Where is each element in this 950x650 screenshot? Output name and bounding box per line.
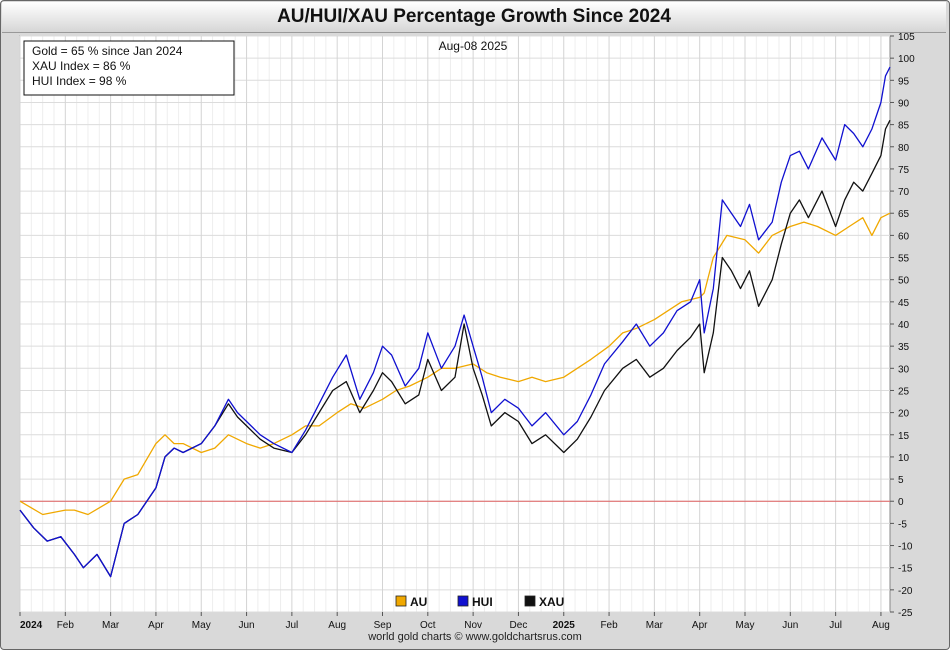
y-tick-label: 85 bbox=[898, 121, 910, 132]
y-tick-label: 70 bbox=[898, 187, 910, 198]
y-tick-label: -10 bbox=[898, 542, 913, 553]
y-tick-label: 65 bbox=[898, 209, 910, 220]
x-tick-label: Feb bbox=[600, 620, 618, 631]
x-tick-label: Dec bbox=[510, 620, 528, 631]
y-tick-label: 80 bbox=[898, 143, 910, 154]
y-tick-label: 55 bbox=[898, 254, 910, 265]
y-tick-label: 0 bbox=[898, 497, 904, 508]
x-tick-label: 2025 bbox=[553, 620, 576, 631]
series-line-au bbox=[19, 212, 891, 516]
legend-label-xau: XAU bbox=[539, 595, 564, 609]
x-tick-label: Jun bbox=[782, 620, 798, 631]
y-tick-label: 10 bbox=[898, 453, 910, 464]
date-label: Aug-08 2025 bbox=[439, 39, 508, 53]
legend-label-au: AU bbox=[410, 595, 427, 609]
legend-swatch-hui bbox=[457, 595, 469, 607]
y-tick-label: 30 bbox=[898, 364, 910, 375]
x-tick-label: Nov bbox=[464, 620, 482, 631]
y-tick-label: 35 bbox=[898, 342, 910, 353]
x-tick-label: Mar bbox=[646, 620, 664, 631]
y-tick-label: 95 bbox=[898, 76, 910, 87]
x-tick-label: Mar bbox=[102, 620, 120, 631]
annotation-line: Gold = 65 % since Jan 2024 bbox=[32, 44, 183, 58]
x-tick-label: Sep bbox=[374, 620, 392, 631]
y-tick-label: 5 bbox=[898, 475, 904, 486]
y-tick-label: 100 bbox=[898, 54, 915, 65]
x-tick-label: Apr bbox=[692, 620, 708, 631]
y-tick-label: 60 bbox=[898, 231, 910, 242]
y-tick-label: 15 bbox=[898, 431, 910, 442]
chart-title: AU/HUI/XAU Percentage Growth Since 2024 bbox=[2, 2, 946, 33]
y-tick-label: -5 bbox=[898, 519, 907, 530]
x-tick-label: Feb bbox=[57, 620, 75, 631]
y-tick-label: 40 bbox=[898, 320, 910, 331]
annotation-line: XAU Index = 86 % bbox=[32, 59, 131, 73]
y-tick-label: 75 bbox=[898, 165, 910, 176]
x-tick-label: Jun bbox=[239, 620, 255, 631]
chart-footer: world gold charts © www.goldchartsrus.co… bbox=[368, 631, 582, 643]
y-tick-label: -15 bbox=[898, 564, 913, 575]
x-tick-label: Aug bbox=[328, 620, 346, 631]
x-tick-label: Jul bbox=[285, 620, 298, 631]
y-tick-label: 90 bbox=[898, 98, 910, 109]
annotation-line: HUI Index = 98 % bbox=[32, 74, 127, 88]
legend-swatch-xau bbox=[524, 595, 536, 607]
annotation-box bbox=[23, 40, 235, 96]
y-tick-label: 50 bbox=[898, 276, 910, 287]
y-tick-label: 20 bbox=[898, 409, 910, 420]
series-line-hui bbox=[19, 66, 891, 578]
legend-swatch-au bbox=[395, 595, 407, 607]
y-tick-label: 45 bbox=[898, 298, 910, 309]
x-tick-label: Oct bbox=[420, 620, 436, 631]
y-tick-label: 25 bbox=[898, 386, 910, 397]
x-tick-label: Apr bbox=[148, 620, 164, 631]
legend-label-hui: HUI bbox=[472, 595, 493, 609]
x-tick-label: May bbox=[192, 620, 211, 631]
x-tick-label: May bbox=[736, 620, 755, 631]
x-tick-label: Jul bbox=[829, 620, 842, 631]
y-tick-label: 105 bbox=[898, 32, 915, 43]
x-tick-label: 2024 bbox=[20, 620, 43, 631]
x-tick-label: Aug bbox=[872, 620, 890, 631]
y-tick-label: -20 bbox=[898, 586, 913, 597]
y-tick-label: -25 bbox=[898, 608, 913, 619]
